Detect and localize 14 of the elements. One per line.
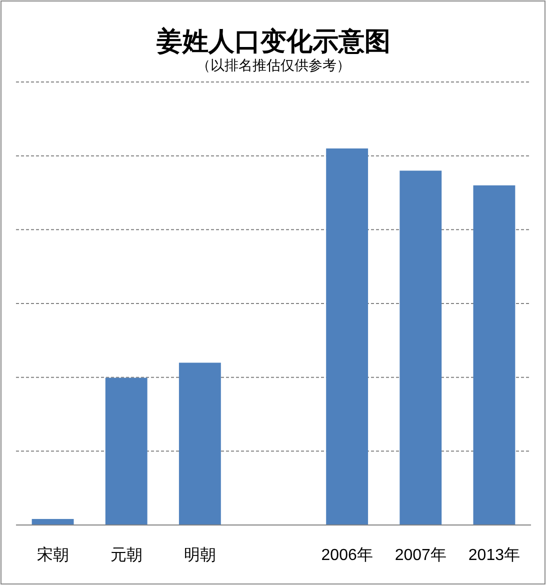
chart-title: 姜姓人口变化示意图: [156, 26, 390, 56]
bar: [473, 185, 516, 525]
x-tick-label: 2013年: [468, 547, 520, 564]
x-tick-label: 明朝: [184, 546, 216, 564]
chart-subtitle: （以排名推估仅供参考）: [196, 57, 350, 73]
x-tick-label: 宋朝: [36, 546, 69, 564]
bar: [178, 362, 221, 525]
x-tick-label: 2006年: [321, 547, 373, 564]
bar: [105, 378, 148, 525]
bar: [400, 170, 442, 525]
bar: [32, 518, 74, 525]
x-tick-label: 元朝: [110, 546, 142, 564]
bar: [326, 148, 368, 525]
x-tick-label: 2007年: [394, 547, 446, 564]
